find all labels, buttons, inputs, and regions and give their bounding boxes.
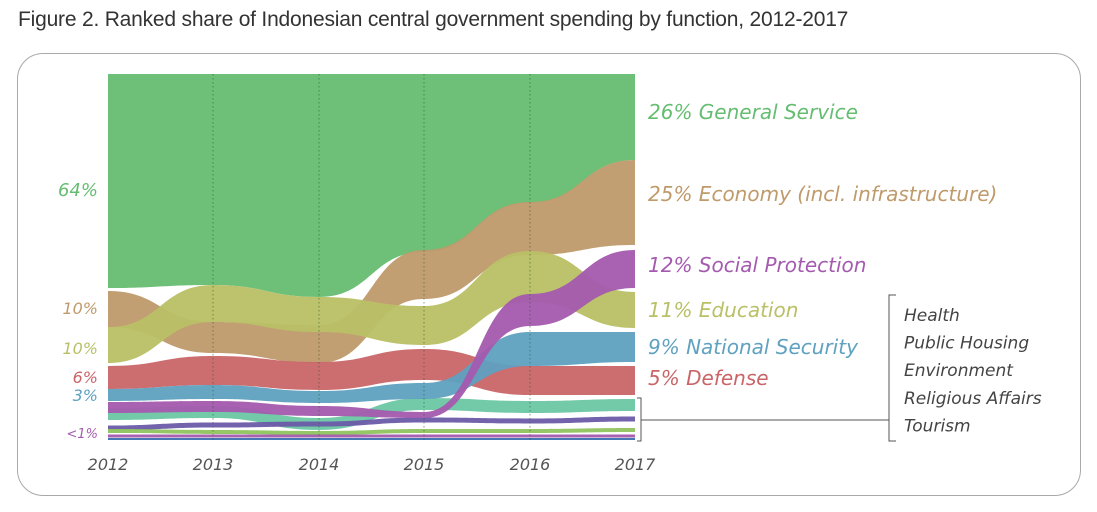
series-label: 11% Education xyxy=(648,298,798,322)
stream-economy-incl-infrastructure- xyxy=(108,160,635,363)
stream-environment xyxy=(108,428,635,435)
series-label: 12% Social Protection xyxy=(648,253,866,277)
x-tick-label: 2016 xyxy=(510,455,551,474)
stream-religious-affairs xyxy=(108,434,635,438)
series-label: 5% Defense xyxy=(648,366,769,390)
left-share-label: 10% xyxy=(62,299,98,318)
stream-education xyxy=(108,251,635,363)
figure-title: Figure 2. Ranked share of Indonesian cen… xyxy=(18,8,849,31)
left-share-label: 6% xyxy=(73,368,98,387)
series-label: 26% General Service xyxy=(648,100,858,124)
small-function-label: Tourism xyxy=(904,416,971,436)
small-function-label: Health xyxy=(904,306,960,326)
x-tick-label: 2017 xyxy=(615,455,657,474)
left-share-label: 64% xyxy=(58,180,98,201)
chart-frame xyxy=(17,53,1081,496)
stream-national-security xyxy=(108,332,635,403)
x-tick-label: 2015 xyxy=(404,455,445,474)
stream-public-housing xyxy=(108,416,635,431)
left-share-label: 3% xyxy=(73,386,98,405)
series-label: 9% National Security xyxy=(648,335,859,359)
small-bracket-left xyxy=(637,397,642,442)
x-tick-label: 2013 xyxy=(193,455,234,474)
stream-general-service xyxy=(108,74,635,297)
left-share-label: <1% xyxy=(66,427,98,442)
small-bracket-right xyxy=(888,294,896,442)
stream-defense xyxy=(108,349,635,395)
x-tick-label: 2014 xyxy=(299,455,340,474)
small-function-label: Religious Affairs xyxy=(904,389,1042,409)
x-tick-label: 2012 xyxy=(88,455,129,474)
left-share-label: 10% xyxy=(62,339,98,358)
small-function-label: Public Housing xyxy=(904,334,1029,354)
series-label: 25% Economy (incl. infrastructure) xyxy=(648,182,997,206)
stream-tourism xyxy=(108,438,635,440)
small-function-label: Environment xyxy=(904,361,1014,381)
